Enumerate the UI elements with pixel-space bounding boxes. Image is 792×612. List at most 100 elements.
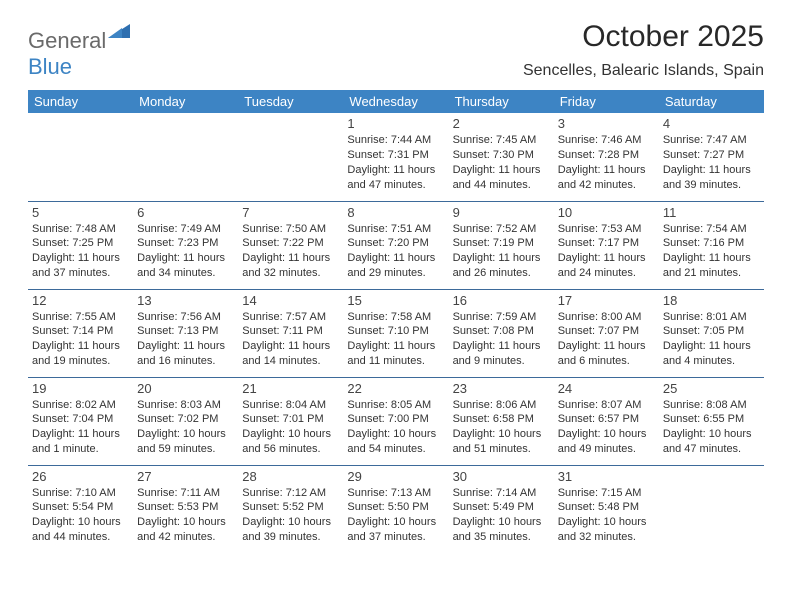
calendar-cell: 11Sunrise: 7:54 AMSunset: 7:16 PMDayligh…	[659, 201, 764, 289]
info-line: Daylight: 11 hours	[453, 339, 550, 354]
calendar-cell: 10 Sunrise: 7:53 AMSunset: 7:17 PMDayligh…	[554, 201, 659, 289]
info-line: Sunset: 7:02 PM	[137, 412, 234, 427]
info-line: and 42 minutes.	[558, 178, 655, 193]
day-info: Sunrise: 8:05 AMSunset: 7:00 PMDaylight:…	[347, 398, 444, 457]
info-line: Daylight: 11 hours	[32, 339, 129, 354]
info-line: and 34 minutes.	[137, 266, 234, 281]
calendar-cell: 27Sunrise: 7:11 AMSunset: 5:53 PMDayligh…	[133, 465, 238, 553]
info-line: and 51 minutes.	[453, 442, 550, 457]
calendar-week-row: 19Sunrise: 8:02 AMSunset: 7:04 PMDayligh…	[28, 377, 764, 465]
info-line: Daylight: 10 hours	[663, 427, 760, 442]
day-header: Sunday	[28, 90, 133, 113]
info-line: Sunset: 7:16 PM	[663, 236, 760, 251]
info-line: Daylight: 10 hours	[453, 515, 550, 530]
info-line: Sunset: 7:11 PM	[242, 324, 339, 339]
info-line: Sunrise: 7:15 AM	[558, 486, 655, 501]
info-line: Daylight: 11 hours	[558, 339, 655, 354]
day-number: 16	[453, 293, 550, 308]
info-line: Daylight: 10 hours	[32, 515, 129, 530]
calendar-cell: 4 Sunrise: 7:47 AMSunset: 7:27 PMDaylight…	[659, 113, 764, 201]
info-line: Daylight: 11 hours	[347, 339, 444, 354]
day-number: 15	[347, 293, 444, 308]
info-line: and 21 minutes.	[663, 266, 760, 281]
info-line: Sunrise: 7:51 AM	[347, 222, 444, 237]
day-info: Sunrise: 7:49 AMSunset: 7:23 PMDaylight:…	[137, 222, 234, 281]
info-line: Sunset: 5:50 PM	[347, 500, 444, 515]
info-line: and 35 minutes.	[453, 530, 550, 545]
info-line: Sunrise: 7:52 AM	[453, 222, 550, 237]
day-info: Sunrise: 7:47 AMSunset: 7:27 PMDaylight:…	[663, 133, 760, 192]
day-number: 8	[347, 205, 444, 220]
info-line: and 39 minutes.	[242, 530, 339, 545]
info-line: Sunrise: 7:55 AM	[32, 310, 129, 325]
info-line: Sunrise: 7:48 AM	[32, 222, 129, 237]
info-line: and 44 minutes.	[32, 530, 129, 545]
calendar-cell: 26Sunrise: 7:10 AMSunset: 5:54 PMDayligh…	[28, 465, 133, 553]
day-header: Wednesday	[343, 90, 448, 113]
day-number: 22	[347, 381, 444, 396]
info-line: Sunrise: 7:45 AM	[453, 133, 550, 148]
day-number: 1	[347, 116, 444, 131]
info-line: Sunrise: 8:00 AM	[558, 310, 655, 325]
info-line: Daylight: 11 hours	[453, 163, 550, 178]
day-number: 24	[558, 381, 655, 396]
info-line: and 14 minutes.	[242, 354, 339, 369]
day-header: Thursday	[449, 90, 554, 113]
day-info: Sunrise: 7:15 AMSunset: 5:48 PMDaylight:…	[558, 486, 655, 545]
calendar-week-row: 5Sunrise: 7:48 AMSunset: 7:25 PMDaylight…	[28, 201, 764, 289]
calendar-cell: 14Sunrise: 7:57 AMSunset: 7:11 PMDayligh…	[238, 289, 343, 377]
info-line: Sunset: 7:04 PM	[32, 412, 129, 427]
day-info: Sunrise: 7:45 AMSunset: 7:30 PMDaylight:…	[453, 133, 550, 192]
calendar-cell: 21Sunrise: 8:04 AMSunset: 7:01 PMDayligh…	[238, 377, 343, 465]
logo-text: General Blue	[28, 24, 130, 80]
info-line: Daylight: 10 hours	[242, 515, 339, 530]
info-line: and 16 minutes.	[137, 354, 234, 369]
calendar-cell: 19Sunrise: 8:02 AMSunset: 7:04 PMDayligh…	[28, 377, 133, 465]
info-line: Sunrise: 7:10 AM	[32, 486, 129, 501]
info-line: and 32 minutes.	[242, 266, 339, 281]
info-line: Sunset: 7:19 PM	[453, 236, 550, 251]
info-line: Daylight: 11 hours	[137, 339, 234, 354]
info-line: Sunrise: 8:08 AM	[663, 398, 760, 413]
info-line: and 6 minutes.	[558, 354, 655, 369]
day-number: 4	[663, 116, 760, 131]
info-line: and 42 minutes.	[137, 530, 234, 545]
day-number: 20	[137, 381, 234, 396]
day-number: 10	[558, 205, 655, 220]
calendar-cell: 9Sunrise: 7:52 AMSunset: 7:19 PMDaylight…	[449, 201, 554, 289]
info-line: and 49 minutes.	[558, 442, 655, 457]
info-line: Sunset: 7:14 PM	[32, 324, 129, 339]
info-line: Sunset: 7:28 PM	[558, 148, 655, 163]
info-line: and 29 minutes.	[347, 266, 444, 281]
day-info: Sunrise: 8:08 AMSunset: 6:55 PMDaylight:…	[663, 398, 760, 457]
info-line: Sunset: 7:22 PM	[242, 236, 339, 251]
info-line: Sunset: 7:01 PM	[242, 412, 339, 427]
info-line: Sunset: 7:00 PM	[347, 412, 444, 427]
info-line: Sunset: 6:57 PM	[558, 412, 655, 427]
info-line: Sunset: 5:48 PM	[558, 500, 655, 515]
calendar-cell: 18Sunrise: 8:01 AMSunset: 7:05 PMDayligh…	[659, 289, 764, 377]
info-line: Sunset: 7:31 PM	[347, 148, 444, 163]
day-info: Sunrise: 7:50 AMSunset: 7:22 PMDaylight:…	[242, 222, 339, 281]
info-line: Sunrise: 7:53 AM	[558, 222, 655, 237]
info-line: and 37 minutes.	[32, 266, 129, 281]
day-info: Sunrise: 8:04 AMSunset: 7:01 PMDaylight:…	[242, 398, 339, 457]
calendar-cell	[133, 113, 238, 201]
day-info: Sunrise: 8:06 AMSunset: 6:58 PMDaylight:…	[453, 398, 550, 457]
info-line: Daylight: 10 hours	[137, 515, 234, 530]
info-line: Sunrise: 7:54 AM	[663, 222, 760, 237]
day-number: 14	[242, 293, 339, 308]
info-line: and 56 minutes.	[242, 442, 339, 457]
info-line: Daylight: 11 hours	[347, 251, 444, 266]
day-number: 30	[453, 469, 550, 484]
info-line: and 32 minutes.	[558, 530, 655, 545]
info-line: Sunset: 7:23 PM	[137, 236, 234, 251]
logo-part2: Blue	[28, 54, 72, 79]
calendar-cell: 15 Sunrise: 7:58 AMSunset: 7:10 PMDayligh…	[343, 289, 448, 377]
day-info: Sunrise: 7:44 AMSunset: 7:31 PMDaylight:…	[347, 133, 444, 192]
day-info: Sunrise: 7:14 AMSunset: 5:49 PMDaylight:…	[453, 486, 550, 545]
day-number: 11	[663, 205, 760, 220]
day-info: Sunrise: 7:13 AMSunset: 5:50 PMDaylight:…	[347, 486, 444, 545]
day-info: Sunrise: 7:58 AMSunset: 7:10 PMDaylight:…	[347, 310, 444, 369]
day-info: Sunrise: 7:53 AMSunset: 7:17 PMDaylight:…	[558, 222, 655, 281]
